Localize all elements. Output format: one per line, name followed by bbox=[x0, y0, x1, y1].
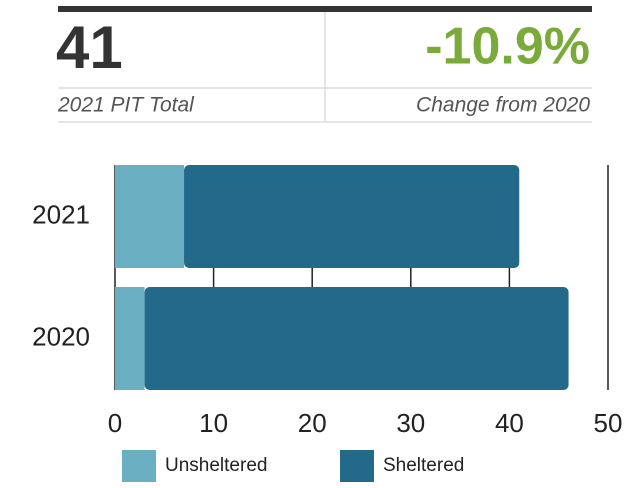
x-tick-label: 0 bbox=[108, 408, 122, 438]
x-tick-label: 20 bbox=[298, 408, 327, 438]
stat-value: -10.9% bbox=[425, 18, 590, 76]
x-tick-label: 30 bbox=[396, 408, 425, 438]
x-tick-label: 40 bbox=[495, 408, 524, 438]
bar-segment bbox=[115, 165, 185, 268]
bar-segment bbox=[184, 165, 520, 268]
legend-label: Unsheltered bbox=[165, 455, 267, 476]
legend-swatch bbox=[122, 450, 156, 482]
legend-swatch bbox=[340, 450, 374, 482]
stat-value: 41 bbox=[56, 14, 123, 81]
bar-segment bbox=[115, 287, 145, 390]
legend-label: Sheltered bbox=[383, 455, 464, 476]
y-tick-label: 2021 bbox=[32, 199, 90, 229]
top-rule bbox=[58, 6, 592, 12]
x-tick-label: 50 bbox=[594, 408, 623, 438]
stat-label: 2021 PIT Total bbox=[57, 94, 195, 117]
bar-segment bbox=[144, 287, 569, 390]
stat-label: Change from 2020 bbox=[416, 94, 590, 117]
y-tick-label: 2020 bbox=[32, 321, 90, 351]
x-tick-label: 10 bbox=[199, 408, 228, 438]
